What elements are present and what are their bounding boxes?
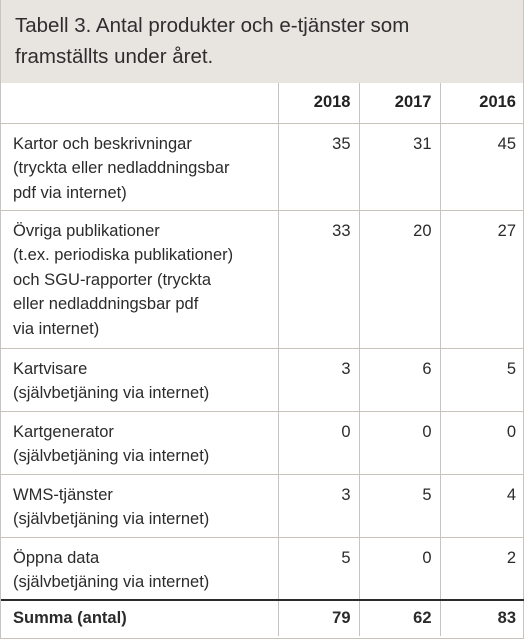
- cell-2017: 20: [358, 210, 440, 348]
- cell-2016: 5: [439, 348, 524, 411]
- cell-2017: 0: [358, 537, 440, 600]
- cell-2017: 6: [358, 348, 440, 411]
- table-row: Kartgenerator (självbetjäning via intern…: [1, 411, 524, 474]
- header-year-2018: 2018: [313, 93, 351, 112]
- cell-2018: 33: [332, 221, 351, 240]
- header-year-2016: 2016: [439, 83, 524, 123]
- row-label: WMS-tjänster (självbetjäning via interne…: [1, 474, 279, 537]
- header-label-cell: [1, 83, 279, 123]
- total-2017: 62: [358, 600, 440, 636]
- cell-2018: 3: [341, 359, 351, 378]
- caption-line-2: framställts under året.: [15, 45, 214, 68]
- cell-2018: 5: [341, 548, 351, 567]
- table-row: Öppna data (självbetjäning via internet)…: [1, 537, 524, 600]
- header-year-2017: 2017: [358, 83, 440, 123]
- table-row: Kartor och beskrivningar (tryckta eller …: [1, 123, 524, 210]
- total-row: Summa (antal) 79 62 83: [1, 600, 524, 636]
- cell-2017: 31: [358, 123, 440, 210]
- cell-2018: 0: [341, 422, 351, 441]
- cell-2016: 0: [439, 411, 524, 474]
- row-label: Kartor och beskrivningar (tryckta eller …: [1, 123, 279, 210]
- row-label: Öppna data (självbetjäning via internet): [1, 537, 279, 600]
- products-table: 2018 2017 2016 Kartor och beskrivningar …: [1, 83, 524, 636]
- cell-2016: 2: [439, 537, 524, 600]
- total-label: Summa (antal): [1, 600, 279, 636]
- cell-2018: 35: [332, 134, 351, 153]
- row-label: Övriga publikationer (t.ex. periodiska p…: [1, 210, 279, 348]
- cell-2018: 3: [341, 485, 351, 504]
- table-row: WMS-tjänster (självbetjäning via interne…: [1, 474, 524, 537]
- cell-2016: 27: [439, 210, 524, 348]
- table-caption: Tabell 3. Antal produkter och e-tjänster…: [1, 0, 523, 83]
- total-2016: 83: [439, 600, 524, 636]
- cell-2017: 5: [358, 474, 440, 537]
- table-row: Övriga publikationer (t.ex. periodiska p…: [1, 210, 524, 348]
- header-row: 2018 2017 2016: [1, 83, 524, 123]
- total-2018: 79: [332, 609, 351, 627]
- row-label: Kartvisare (självbetjäning via internet): [1, 348, 279, 411]
- row-label: Kartgenerator (självbetjäning via intern…: [1, 411, 279, 474]
- table-row: Kartvisare (självbetjäning via internet)…: [1, 348, 524, 411]
- caption-line-1: Tabell 3. Antal produkter och e-tjänster…: [15, 14, 410, 37]
- cell-2017: 0: [358, 411, 440, 474]
- cell-2016: 45: [439, 123, 524, 210]
- cell-2016: 4: [439, 474, 524, 537]
